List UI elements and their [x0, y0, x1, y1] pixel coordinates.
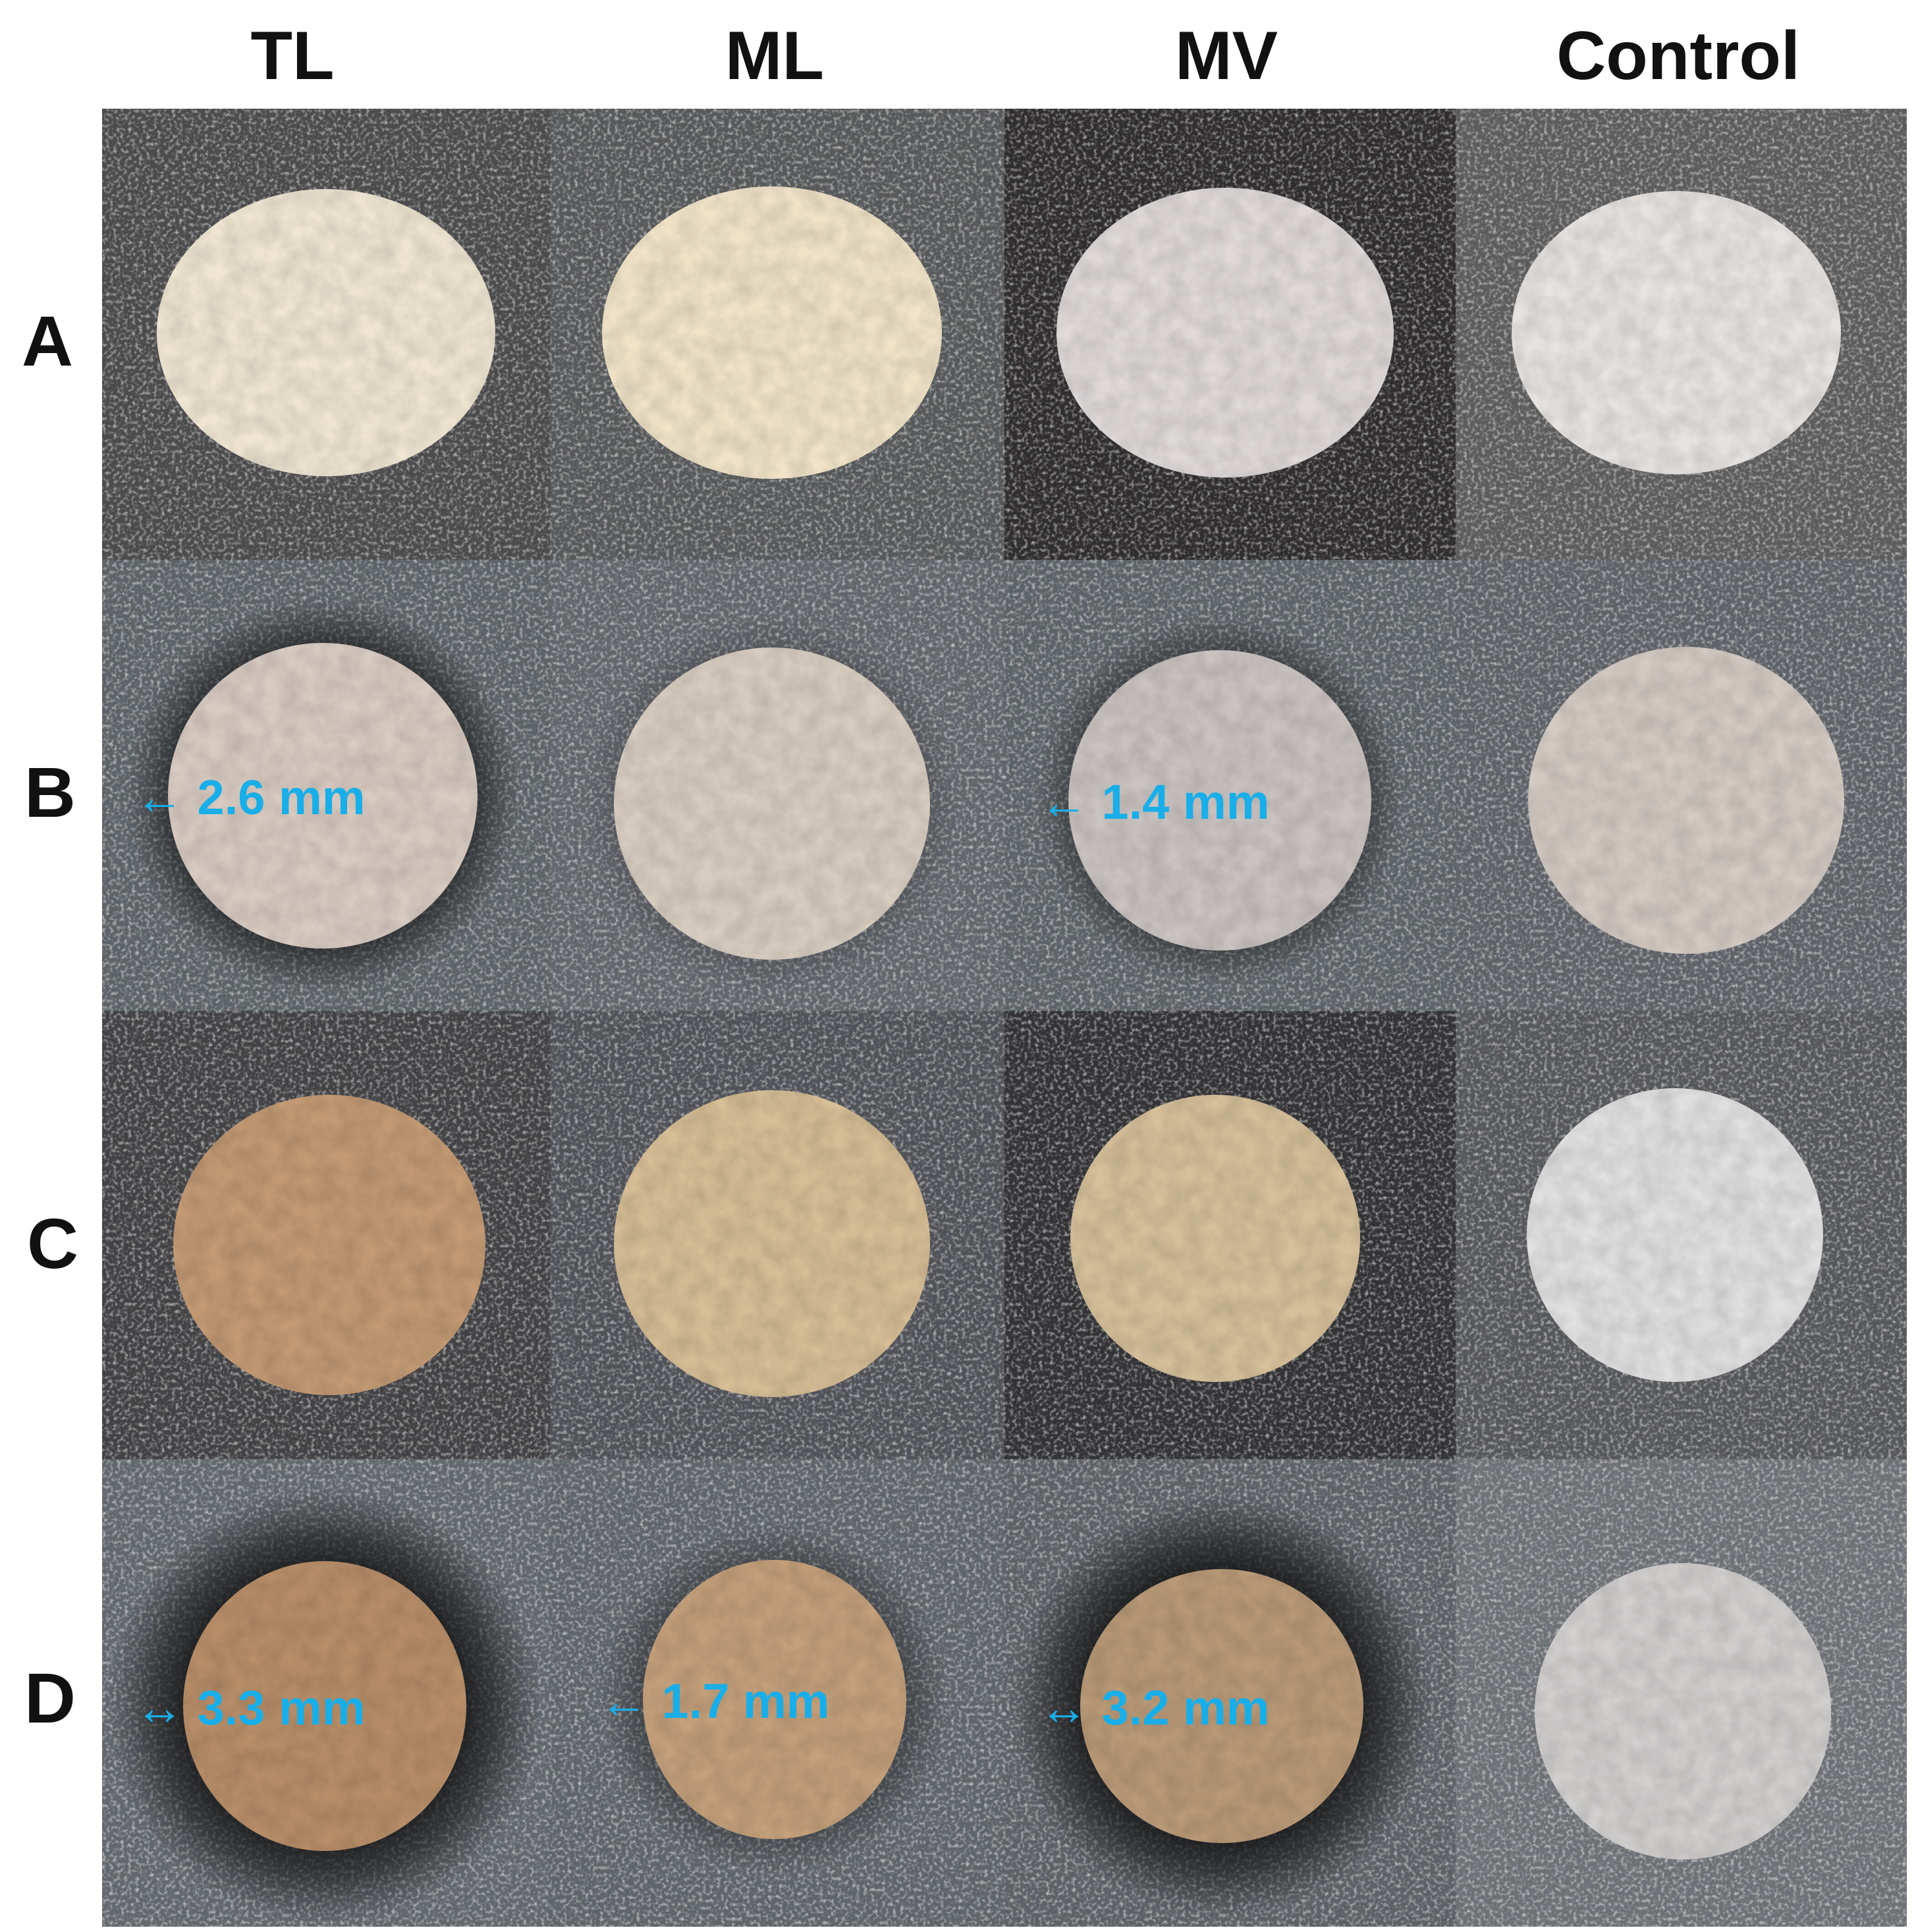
row-label-d: D — [24, 1658, 76, 1738]
column-label-tl: TL — [250, 18, 334, 94]
panel-d-mv: ↔ 3.2 mm — [1004, 1459, 1456, 1927]
panel-b-mv-disc-texture — [1068, 650, 1371, 951]
row-label-a: A — [22, 301, 73, 381]
panel-b-ml-disc-texture — [614, 648, 930, 960]
panel-d-control-disc-texture — [1535, 1563, 1831, 1860]
panel-d-tl: ↔ 3.3 mm — [102, 1459, 550, 1927]
panel-b-ml — [550, 560, 1004, 1011]
panel-c-ml-disc-texture — [614, 1090, 930, 1397]
panel-d-ml-disc-texture — [643, 1560, 906, 1839]
photo-grid: ← 2.6 mm ← 1.4 mm ↔ 3.3 mm ← 1.7 mm ↔ 3.2 mm — [102, 109, 1907, 1927]
panel-d-mv-disc-texture — [1080, 1569, 1363, 1843]
panel-c-control-disc-texture — [1527, 1088, 1823, 1382]
panel-c-ml — [550, 1011, 1004, 1459]
panel-b-control-disc-texture — [1528, 647, 1844, 954]
panel-d-ml-measurement: ← 1.7 mm — [599, 1674, 830, 1728]
panel-d-tl-disc-texture — [183, 1561, 466, 1851]
row-label-b: B — [24, 752, 76, 832]
column-label-ml: ML — [725, 18, 824, 94]
panel-a-control — [1456, 109, 1907, 560]
panel-d-tl-measurement: ↔ 3.3 mm — [135, 1680, 366, 1735]
panel-a-mv-disc-texture — [1056, 188, 1394, 478]
column-label-mv: MV — [1175, 18, 1278, 94]
panel-c-control — [1456, 1011, 1907, 1459]
panel-d-control — [1456, 1459, 1907, 1927]
panel-d-ml: ← 1.7 mm — [550, 1459, 1004, 1927]
panel-a-tl-disc-texture — [157, 189, 495, 476]
panel-a-ml-disc-texture — [602, 186, 942, 479]
panel-a-tl — [102, 109, 550, 560]
panel-b-tl: ← 2.6 mm — [102, 560, 550, 1011]
panel-b-control — [1456, 560, 1907, 1011]
panel-c-tl-disc-texture — [173, 1095, 485, 1395]
panel-c-mv — [1004, 1011, 1456, 1459]
panel-a-control-disc-texture — [1512, 191, 1841, 474]
panel-b-tl-disc-texture — [168, 643, 478, 949]
panel-a-mv — [1004, 109, 1456, 560]
panel-b-mv: ← 1.4 mm — [1004, 560, 1456, 1011]
panel-a-ml — [550, 109, 1004, 560]
panel-d-mv-measurement: ↔ 3.2 mm — [1039, 1680, 1270, 1735]
panel-b-mv-measurement: ← 1.4 mm — [1039, 775, 1270, 829]
panel-c-tl — [102, 1011, 550, 1459]
column-label-control: Control — [1556, 18, 1800, 94]
panel-c-mv-disc-texture — [1070, 1095, 1360, 1382]
row-label-c: C — [27, 1203, 78, 1283]
panel-b-tl-measurement: ← 2.6 mm — [135, 770, 366, 825]
